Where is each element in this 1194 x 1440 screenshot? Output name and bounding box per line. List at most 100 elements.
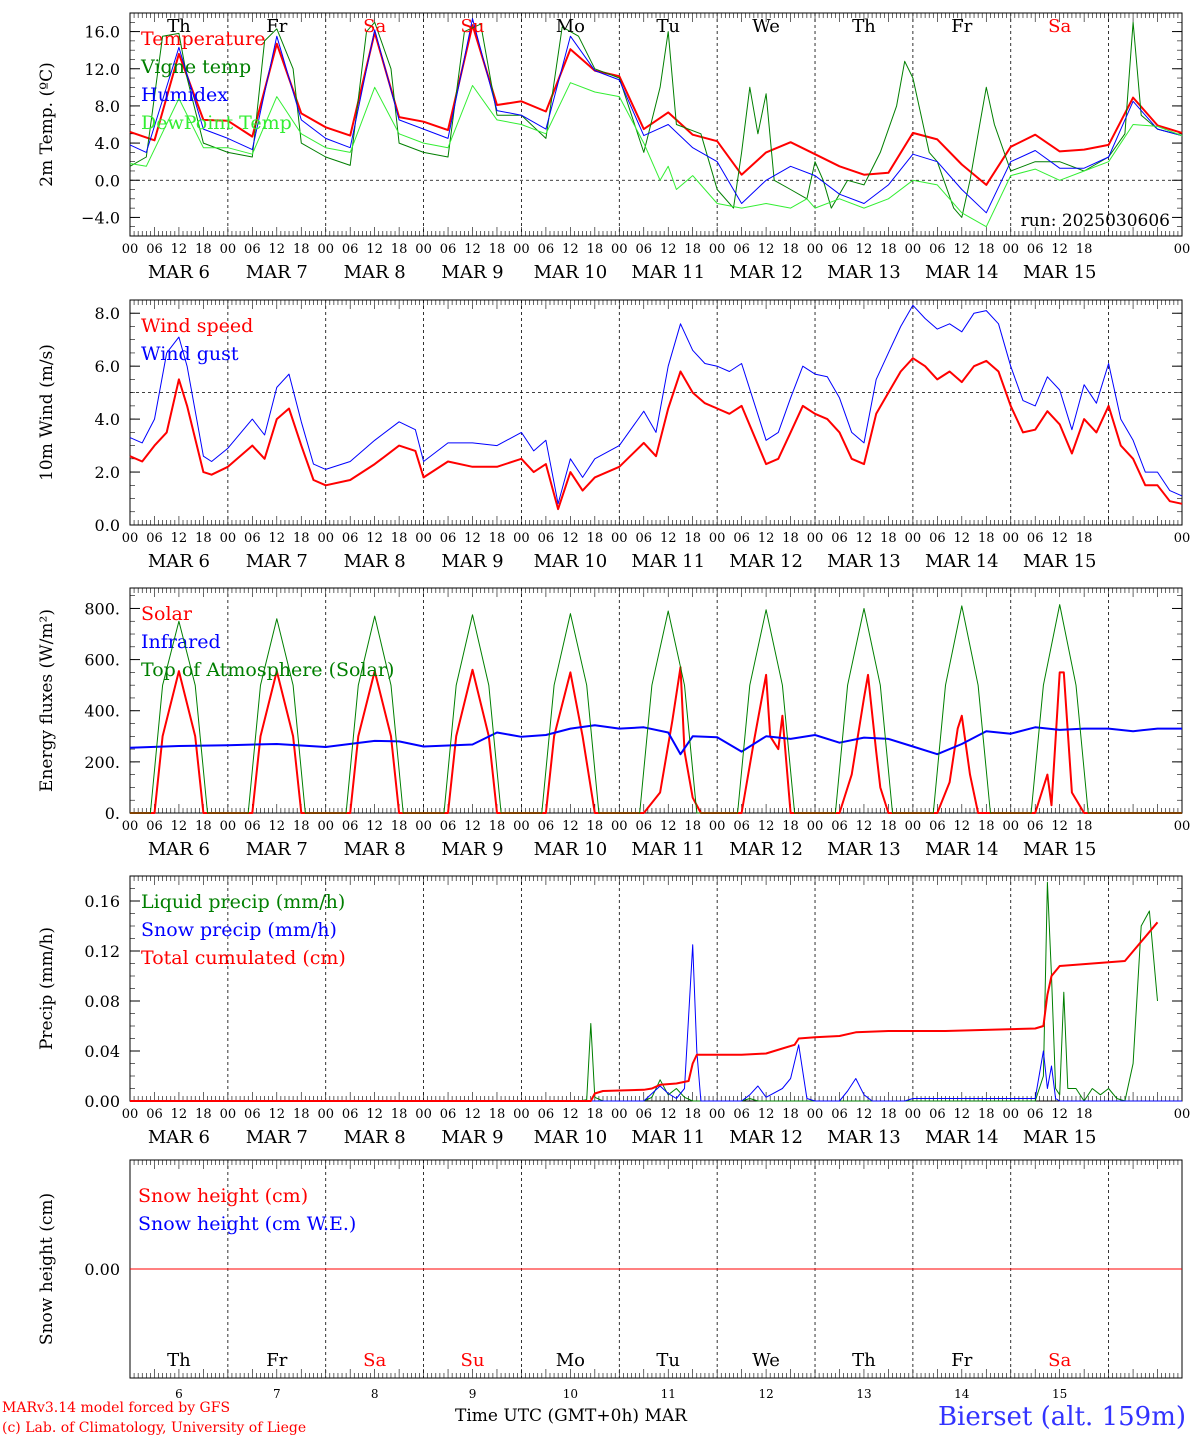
weekday-label: We	[752, 16, 780, 37]
day-number-label: 15	[1052, 1387, 1067, 1400]
y-tick-label: 0.12	[84, 942, 120, 961]
y-tick-label: 0.	[105, 804, 120, 823]
x-hour-label: 12	[562, 1107, 579, 1122]
x-hour-label: 00	[513, 242, 530, 257]
x-date-label: MAR 11	[631, 839, 705, 860]
x-hour-label: 12	[856, 242, 873, 257]
series-line	[129, 304, 1183, 505]
x-hour-label: 18	[880, 531, 897, 546]
x-hour-label: 06	[538, 242, 555, 257]
x-hour-label: 06	[342, 1107, 359, 1122]
station-label: Bierset (alt. 159m)	[937, 1402, 1186, 1432]
lab-credit: (c) Lab. of Climatology, University of L…	[2, 1420, 307, 1436]
x-date-label: MAR 10	[534, 839, 608, 860]
x-hour-label: 00	[611, 1107, 628, 1122]
weekday-label: Sa	[1048, 16, 1071, 37]
x-hour-label: 12	[171, 819, 188, 834]
weekday-label: Tu	[656, 16, 680, 37]
x-hour-label: 12	[758, 242, 775, 257]
x-hour-label: 00	[807, 242, 824, 257]
x-hour-label: 00	[415, 819, 432, 834]
x-hour-label: 18	[880, 242, 897, 257]
x-hour-label: 12	[758, 531, 775, 546]
x-hour-label: 06	[1027, 1107, 1044, 1122]
y-axis-label: 10m Wind (m/s)	[37, 344, 57, 481]
x-date-label: MAR 6	[148, 1127, 210, 1148]
x-date-label: MAR 8	[344, 1127, 406, 1148]
legend-entry: Solar	[141, 603, 193, 625]
x-date-label: MAR 14	[925, 551, 999, 572]
weekday-label: Th	[852, 1350, 876, 1371]
x-hour-label: 12	[269, 819, 286, 834]
weekday-label: Sa	[363, 16, 386, 37]
x-hour-label: 18	[293, 531, 310, 546]
x-hour-label: 12	[954, 819, 971, 834]
x-hour-label: 12	[464, 242, 481, 257]
day-number-label: 6	[175, 1387, 183, 1400]
x-hour-label: 12	[954, 531, 971, 546]
x-hour-label: 18	[1076, 242, 1093, 257]
x-hour-label: 06	[440, 531, 457, 546]
x-hour-label: 00	[1002, 242, 1019, 257]
x-hour-label: 00	[513, 1107, 530, 1122]
y-tick-label: 0.04	[84, 1042, 120, 1061]
x-hour-label: 18	[684, 242, 701, 257]
x-hour-label: 06	[440, 819, 457, 834]
x-hour-label: 00	[122, 242, 139, 257]
series-line	[130, 944, 1182, 1102]
day-number-label: 12	[758, 1387, 773, 1400]
legend-entry: Snow height (cm)	[138, 1185, 308, 1207]
run-label: run: 2025030606	[1021, 211, 1170, 231]
panel-2: 0.0 2.0 4.0 6.0 8.0 10m Wind (m/s) 00 06 12 18 MAR…	[37, 299, 1190, 572]
x-hour-label: 06	[929, 531, 946, 546]
x-date-label: MAR 8	[344, 839, 406, 860]
legend-entry: Wind gust	[141, 343, 239, 365]
x-date-label: MAR 15	[1023, 1127, 1097, 1148]
weekday-label: Fr	[266, 16, 287, 37]
x-hour-label: 18	[978, 819, 995, 834]
x-hour-label: 00	[807, 531, 824, 546]
x-date-label: MAR 7	[246, 551, 308, 572]
x-hour-label: 18	[293, 1107, 310, 1122]
weekday-label: Mo	[556, 16, 585, 37]
x-hour-label: 18	[782, 819, 799, 834]
x-hour-label: 12	[464, 1107, 481, 1122]
x-hour-label: 18	[489, 819, 506, 834]
x-hour-label: 06	[929, 819, 946, 834]
x-hour-label: 12	[366, 242, 383, 257]
meteogram-chart: −4.0 0.0 4.0 8.0 12.0 16.0 2m Temp. (ºC) 00 06 12…	[37, 12, 1190, 1400]
x-hour-label: 06	[733, 531, 750, 546]
x-date-label: MAR 13	[827, 262, 901, 283]
x-hour-label: 00	[905, 819, 922, 834]
x-date-label: MAR 13	[827, 839, 901, 860]
legend-entry: Total cumulated (cm)	[141, 947, 346, 969]
x-hour-label: 18	[684, 819, 701, 834]
y-tick-label: 8.0	[95, 304, 120, 323]
x-date-label: MAR 12	[729, 551, 803, 572]
x-hour-label: 00	[611, 531, 628, 546]
x-hour-label: 18	[489, 531, 506, 546]
x-hour-label: 06	[440, 1107, 457, 1122]
x-hour-label: 00	[807, 819, 824, 834]
x-hour-label: 06	[831, 819, 848, 834]
x-hour-label: 06	[635, 242, 652, 257]
x-hour-label: 18	[978, 242, 995, 257]
y-axis-label: Energy fluxes (W/m²)	[37, 609, 57, 792]
x-hour-label: 06	[440, 242, 457, 257]
x-date-label: MAR 9	[441, 262, 503, 283]
x-hour-label: 12	[660, 242, 677, 257]
x-hour-label: 06	[538, 531, 555, 546]
y-axis-label: Precip (mm/h)	[37, 927, 57, 1050]
x-hour-label: 06	[1027, 531, 1044, 546]
day-number-label: 11	[661, 1387, 676, 1400]
weekday-label: Th	[167, 16, 191, 37]
x-date-label: MAR 6	[148, 839, 210, 860]
x-hour-label: 00	[905, 531, 922, 546]
x-hour-label: 06	[733, 242, 750, 257]
x-hour-label: 06	[1027, 242, 1044, 257]
plot-frame	[129, 299, 1183, 526]
x-hour-label: 12	[660, 819, 677, 834]
weekday-label: Sa	[363, 1350, 386, 1371]
weekday-label: Fr	[951, 16, 972, 37]
x-date-label: MAR 15	[1023, 262, 1097, 283]
